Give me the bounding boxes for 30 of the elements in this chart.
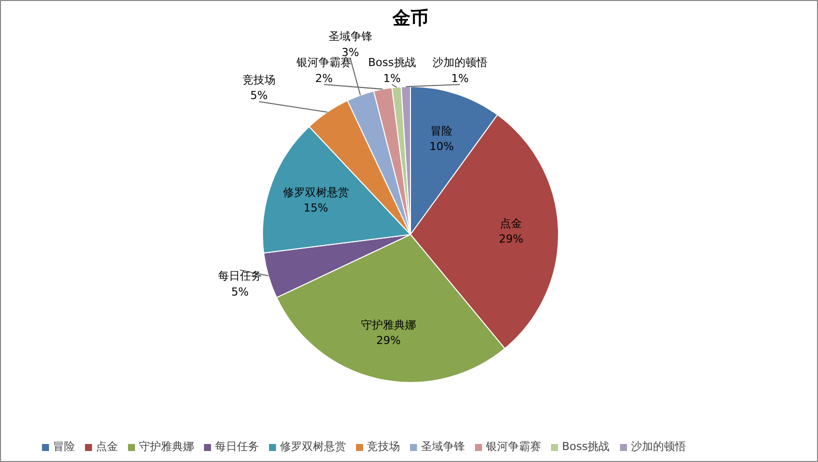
slice-label: 银河争霸赛 — [295, 56, 352, 70]
slice-label: 圣域争锋 — [328, 30, 372, 44]
data-label: 2% — [315, 72, 333, 85]
legend-label: 银河争霸赛 — [486, 439, 541, 454]
data-label: 1% — [451, 72, 469, 85]
data-label: 10% — [429, 140, 454, 154]
chart-title: 金币 — [392, 8, 428, 29]
slice-label: 冒险 — [430, 124, 453, 138]
legend-label: 修罗双树悬赏 — [280, 439, 346, 454]
slice-label: 沙加的顿悟 — [432, 56, 488, 70]
slice-label: 点金 — [500, 217, 522, 230]
legend-label: 竞技场 — [367, 439, 400, 454]
data-label: 15% — [304, 202, 328, 215]
data-label: 1% — [383, 72, 401, 85]
data-label: 29% — [376, 334, 401, 348]
legend-label: 每日任务 — [215, 439, 259, 454]
slice-label: 竞技场 — [242, 73, 276, 86]
legend-label: 守护雅典娜 — [139, 439, 194, 454]
legend-label: 圣域争锋 — [421, 439, 465, 454]
legend-label: 冒险 — [53, 439, 75, 454]
slice-label: 修罗双树悬赏 — [282, 186, 349, 200]
legend-label: Boss挑战 — [562, 439, 610, 454]
slice-label: 守护雅典娜 — [361, 318, 416, 332]
slice-label: Boss挑战 — [368, 56, 416, 70]
data-label: 5% — [231, 285, 249, 298]
legend-label: 点金 — [96, 439, 118, 454]
data-label: 29% — [498, 232, 524, 246]
legend-label: 沙加的顿悟 — [630, 439, 686, 454]
slice-label: 每日任务 — [218, 270, 262, 283]
data-label: 5% — [250, 88, 268, 102]
